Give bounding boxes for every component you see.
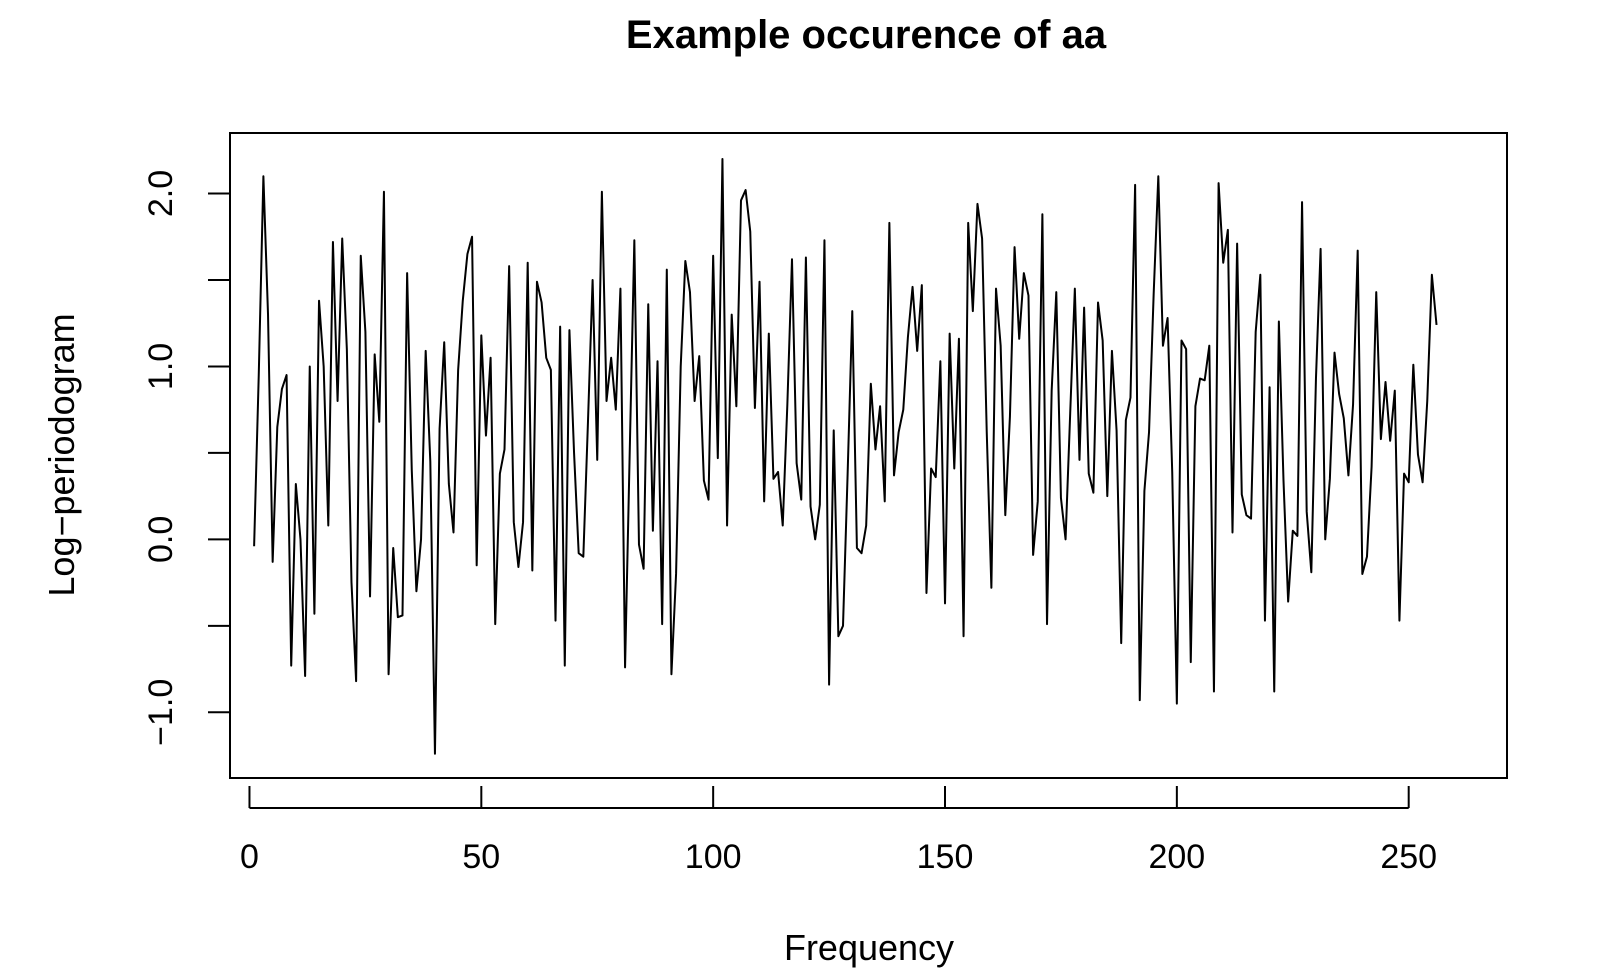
y-tick-label: 0.0: [142, 516, 180, 563]
chart-title: Example occurence of aa: [626, 13, 1107, 57]
y-axis-label: Log−periodogram: [41, 313, 82, 596]
series-line: [253, 157, 1438, 755]
x-axis-ticks: 0 50 100 150 200 250: [240, 786, 1437, 876]
y-tick-label: 2.0: [142, 170, 180, 217]
x-tick-label: 200: [1148, 838, 1205, 876]
y-axis-ticks: −1.0 0.0 1.0 2.0: [142, 170, 230, 746]
x-tick-label: 250: [1380, 838, 1437, 876]
y-tick-label: −1.0: [142, 679, 180, 746]
x-tick-label: 150: [917, 838, 974, 876]
x-axis-label: Frequency: [784, 927, 954, 968]
x-tick-label: 100: [685, 838, 742, 876]
y-tick-label: 1.0: [142, 343, 180, 390]
x-tick-label: 50: [462, 838, 500, 876]
x-tick-label: 0: [240, 838, 259, 876]
